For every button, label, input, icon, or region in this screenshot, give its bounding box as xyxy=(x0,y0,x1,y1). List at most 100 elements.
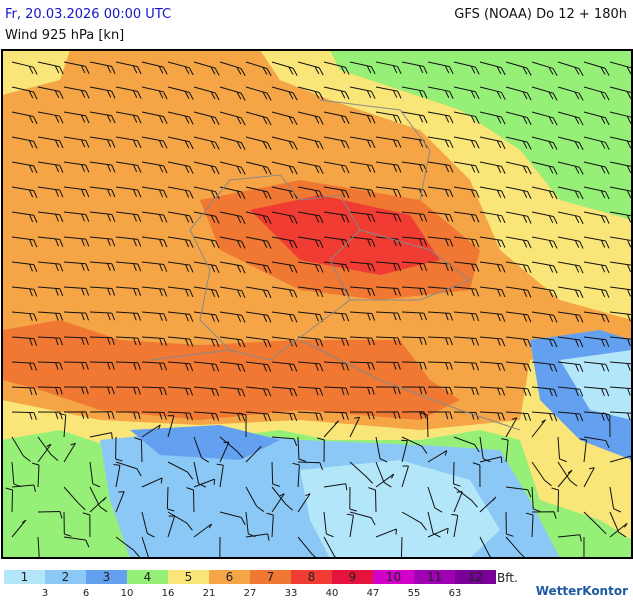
wind-barb xyxy=(89,486,108,513)
legend-class-label: 4 xyxy=(144,570,152,584)
wind-barb xyxy=(89,461,101,488)
wind-barb xyxy=(479,211,506,224)
wind-barb xyxy=(453,436,480,453)
wind-barb xyxy=(167,261,194,273)
wind-barb xyxy=(113,463,121,488)
wind-barb xyxy=(505,136,532,150)
wind-barb xyxy=(193,161,220,175)
wind-barb xyxy=(11,361,38,371)
wind-barb xyxy=(551,487,560,513)
wind-barb xyxy=(505,336,532,347)
wind-barb xyxy=(557,136,584,151)
wind-barb xyxy=(505,161,532,175)
wind-barb xyxy=(219,511,246,526)
wind-barb xyxy=(583,511,607,535)
wind-barb xyxy=(609,386,632,396)
wind-barb xyxy=(219,311,246,323)
wind-barb xyxy=(583,361,610,372)
wind-barb xyxy=(245,136,272,151)
wind-barb xyxy=(451,513,459,538)
wind-barb xyxy=(505,511,514,537)
wind-barb xyxy=(63,442,76,463)
wind-barb xyxy=(349,186,376,198)
wind-barb xyxy=(479,411,505,421)
wind-barb xyxy=(557,111,584,126)
wind-barb xyxy=(297,86,324,101)
wind-barb xyxy=(479,286,506,298)
wind-barb xyxy=(271,493,285,513)
wind-barb xyxy=(401,511,427,531)
wind-barb xyxy=(271,436,298,447)
wind-barb xyxy=(323,161,350,174)
wind-barb xyxy=(82,512,91,538)
wind-barb xyxy=(63,411,89,419)
wind-barb xyxy=(245,186,272,200)
wind-barb xyxy=(602,412,611,438)
map xyxy=(2,50,632,558)
wind-barb xyxy=(166,486,175,512)
wind-barb xyxy=(63,136,90,148)
wind-area xyxy=(260,50,632,320)
wind-barb xyxy=(89,361,115,370)
wind-barb xyxy=(609,136,632,149)
wind-barb xyxy=(271,386,298,397)
wind-barb xyxy=(115,61,142,75)
wind-barb xyxy=(583,236,610,249)
wind-barb xyxy=(37,510,63,519)
legend-swatch xyxy=(373,570,414,584)
wind-barb xyxy=(11,336,38,346)
wind-barb xyxy=(531,161,558,175)
wind-barb xyxy=(427,311,454,321)
wind-barb xyxy=(115,336,141,346)
wind-barb xyxy=(479,386,506,396)
field-label: Wind 925 hPa [kn] xyxy=(5,28,124,43)
wind-barb xyxy=(271,461,280,487)
wind-barb xyxy=(427,386,453,395)
wind-barb xyxy=(89,496,107,513)
wind-barb xyxy=(323,261,350,273)
wind-barb xyxy=(89,211,116,222)
wind-barb xyxy=(557,311,584,323)
wind-barb xyxy=(245,361,272,373)
wind-barb xyxy=(583,211,610,224)
wind-barb xyxy=(141,161,168,174)
wind-barb xyxy=(89,86,116,99)
wind-barb xyxy=(427,136,454,149)
wind-barb xyxy=(323,311,350,322)
wind-barb xyxy=(323,136,350,149)
borders xyxy=(149,99,521,431)
wind-barb xyxy=(323,211,350,223)
model-label: GFS (NOAA) Do 12 + 180h xyxy=(454,7,627,22)
wind-barb xyxy=(400,536,403,558)
legend-threshold: 47 xyxy=(367,588,380,599)
wind-barb xyxy=(557,211,584,225)
wind-barb xyxy=(89,432,113,440)
wind-barb xyxy=(63,336,89,346)
wind-barb xyxy=(271,111,298,126)
wind-barb xyxy=(420,412,429,438)
wind-barb xyxy=(453,136,480,149)
wind-barb xyxy=(141,136,168,149)
wind-barb xyxy=(219,61,246,77)
wind-barb xyxy=(167,386,194,396)
wind-barb xyxy=(141,511,155,538)
wind-barb xyxy=(453,186,480,198)
wind-barb xyxy=(63,236,90,247)
wind-barb xyxy=(271,211,298,224)
wind-barb xyxy=(453,261,480,272)
wind-barb xyxy=(245,533,270,541)
wind-barb xyxy=(63,386,89,395)
wind-barb xyxy=(167,136,194,150)
wind-barb xyxy=(37,236,64,247)
wind-barb xyxy=(245,261,272,274)
legend-threshold: 6 xyxy=(83,588,89,599)
wind-barb xyxy=(297,493,311,513)
wind-barb xyxy=(115,491,125,513)
wind-barb xyxy=(245,236,272,249)
wind-barb xyxy=(401,386,427,395)
wind-barb xyxy=(557,236,584,249)
wind-barb xyxy=(609,361,632,371)
wind-barb xyxy=(583,111,610,126)
wind-barb xyxy=(297,136,324,150)
wind-barb xyxy=(193,286,220,298)
